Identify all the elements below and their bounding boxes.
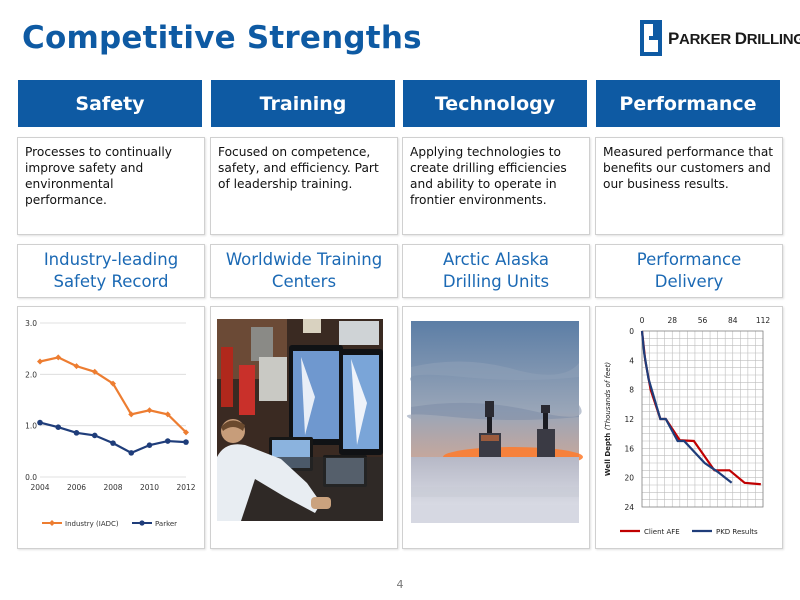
- well-depth-chart: 0 28 56 84 112 0 4 8 12 16 20 24 Well Depth (Thousan…: [604, 316, 771, 536]
- series-line: [640, 330, 761, 486]
- safety-chart-panel: 0.0 1.0 2.0 3.0 2004 2006 2008 2010 2012 Industry…: [17, 306, 205, 549]
- x-tick-label: 2012: [176, 483, 195, 492]
- y-tick-label: 0: [629, 327, 634, 336]
- y-tick-label: 3.0: [25, 319, 37, 328]
- y-tick-label: 20: [624, 474, 634, 483]
- logo-wordmark: PARKER DRILLING: [668, 29, 800, 48]
- data-point: [110, 440, 116, 446]
- arctic-drilling-photo: [406, 321, 583, 523]
- legend-label: Industry (IADC): [65, 520, 119, 528]
- y-tick-label: 16: [624, 444, 634, 453]
- description-training: Focused on competence, safety, and effic…: [210, 137, 398, 235]
- training-photo-panel: [210, 306, 398, 549]
- series-line: [640, 330, 733, 484]
- series-line: [39, 356, 187, 434]
- x-tick-label: 28: [667, 316, 677, 325]
- legend-marker: [49, 520, 55, 526]
- y-axis-label-italic: (Thousands of feet): [604, 362, 612, 431]
- data-point: [91, 432, 98, 439]
- training-center-photo: [217, 319, 383, 521]
- data-point: [183, 429, 189, 436]
- heading-safety: Safety: [18, 80, 202, 127]
- plot-frame: [641, 330, 764, 508]
- data-point: [55, 354, 62, 361]
- x-tick-label: 84: [728, 316, 738, 325]
- description-technology: Applying technologies to create drilling…: [402, 137, 590, 235]
- heading-technology: Technology: [403, 80, 587, 127]
- data-point: [128, 411, 135, 418]
- subheading-text: Arctic Alaska Drilling Units: [442, 250, 550, 291]
- series-line: [39, 421, 187, 455]
- data-point: [37, 419, 43, 426]
- data-point: [183, 439, 189, 445]
- data-point: [164, 411, 171, 418]
- data-point: [110, 380, 116, 387]
- y-tick-label: 12: [624, 415, 634, 424]
- y-tick-label: 24: [624, 503, 634, 512]
- subheading-text: Worldwide Training Centers: [225, 250, 383, 291]
- x-tick-label: 2008: [103, 483, 122, 492]
- y-tick-label: 1.0: [25, 422, 37, 431]
- page-number: 4: [396, 578, 404, 591]
- parker-logo-mark-icon: [640, 20, 662, 56]
- description-text: Focused on competence, safety, and effic…: [218, 145, 379, 191]
- safety-record-chart: 0.0 1.0 2.0 3.0 2004 2006 2008 2010 2012 Industry…: [25, 319, 196, 528]
- data-point: [146, 407, 153, 414]
- legend-label: Parker: [155, 520, 177, 528]
- data-point: [91, 368, 98, 375]
- description-text: Processes to continually improve safety …: [25, 145, 173, 207]
- x-tick-label: 56: [698, 316, 708, 325]
- data-point: [164, 438, 171, 444]
- legend-marker: [139, 520, 145, 526]
- x-tick-label: 0: [640, 316, 645, 325]
- x-tick-label: 2010: [140, 483, 159, 492]
- parker-drilling-logo: PARKER DRILLING: [640, 20, 800, 56]
- legend-label: PKD Results: [716, 528, 758, 536]
- description-text: Measured performance that benefits our c…: [603, 145, 774, 191]
- y-tick-label: 0.0: [25, 473, 37, 482]
- y-axis-label-bold: Well Depth: [604, 430, 612, 476]
- subheading-text: Industry-leading Safety Record: [43, 250, 179, 291]
- subheading-technology: Arctic Alaska Drilling Units: [402, 244, 590, 298]
- data-point: [146, 442, 153, 448]
- data-point: [55, 424, 62, 431]
- data-point: [73, 430, 80, 436]
- y-tick-label: 8: [629, 386, 634, 395]
- description-performance: Measured performance that benefits our c…: [595, 137, 783, 235]
- legend-label: Client AFE: [644, 528, 680, 536]
- y-tick-label: 2.0: [25, 370, 37, 379]
- data-point: [128, 450, 135, 456]
- subheading-performance: Performance Delivery: [595, 244, 783, 298]
- heading-training: Training: [211, 80, 395, 127]
- page-title: Competitive Strengths: [22, 20, 422, 56]
- x-tick-label: 112: [756, 316, 771, 325]
- subheading-safety: Industry-leading Safety Record: [17, 244, 205, 298]
- description-text: Applying technologies to create drilling…: [410, 145, 567, 207]
- performance-chart-panel: 0 28 56 84 112 0 4 8 12 16 20 24 Well Depth (Thousan…: [595, 306, 783, 549]
- y-tick-label: 4: [629, 356, 634, 365]
- x-tick-label: 2004: [30, 483, 49, 492]
- subheading-training: Worldwide Training Centers: [210, 244, 398, 298]
- subheading-text: Performance Delivery: [636, 250, 742, 291]
- data-point: [73, 363, 80, 370]
- data-point: [37, 358, 43, 365]
- y-axis-label: Well Depth (Thousands of feet): [604, 362, 612, 476]
- x-tick-label: 2006: [67, 483, 86, 492]
- arctic-photo-panel: [402, 306, 590, 549]
- heading-performance: Performance: [596, 80, 780, 127]
- description-safety: Processes to continually improve safety …: [17, 137, 205, 235]
